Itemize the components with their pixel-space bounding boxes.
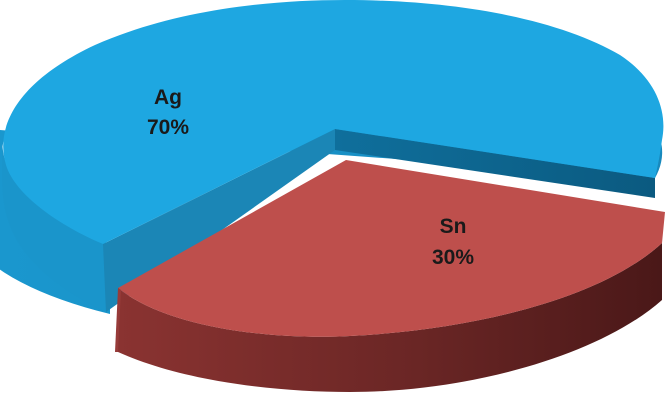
slice-ag-cut-wall: [335, 129, 655, 198]
slice-sn-left-edge: [115, 288, 121, 352]
slice-sn-side: [118, 243, 662, 392]
label-ag-value: 70%: [147, 116, 189, 139]
label-sn-name: Sn: [440, 215, 467, 238]
slice-ag-outer-wall: [2, 130, 106, 312]
slice-sn-top: [118, 160, 665, 337]
label-ag-name: Ag: [154, 86, 182, 109]
label-sn-value: 30%: [432, 246, 474, 269]
slice-sn: [115, 160, 665, 392]
slice-ag-top: [3, 0, 664, 244]
